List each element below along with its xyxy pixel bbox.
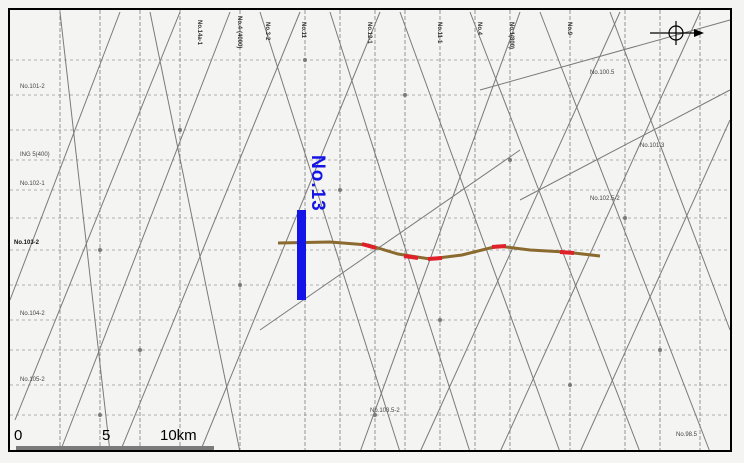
north-arrow-icon bbox=[650, 21, 704, 45]
grid-label: No.12-1 bbox=[366, 22, 372, 44]
track-line-no13 bbox=[297, 210, 306, 300]
scale-label-5: 5 bbox=[102, 427, 111, 444]
grid-label: No.11 bbox=[300, 22, 306, 39]
grid-label: No.104-2 bbox=[20, 311, 45, 317]
grid-label: No.105-2 bbox=[20, 377, 45, 383]
grid-label: No.103.5-2 bbox=[370, 408, 400, 414]
grid-label: No.1(800) bbox=[508, 22, 514, 50]
scale-bar-line bbox=[16, 446, 214, 450]
grid-label: No.103-2 bbox=[14, 240, 40, 246]
grid-label: No.98.5 bbox=[676, 432, 698, 438]
shot-points bbox=[98, 58, 662, 417]
profile-line bbox=[277, 240, 601, 261]
grid-label: No.101.3 bbox=[640, 143, 665, 149]
grid-label: No.102.5-2 bbox=[590, 196, 620, 202]
grid-label: ING 5(400) bbox=[20, 152, 50, 158]
grid-label: No.101-2 bbox=[20, 84, 45, 90]
track-line-label: No.13 bbox=[307, 155, 328, 212]
grid-label: No.9 bbox=[566, 22, 572, 36]
scale-bar: 0 5 10km bbox=[10, 425, 220, 453]
grid-label: No.14a-1 bbox=[196, 20, 202, 46]
grid-label: No.3-2 bbox=[264, 22, 270, 41]
grid-label: No.102-1 bbox=[20, 181, 45, 187]
scale-label-10km: 10km bbox=[160, 427, 197, 444]
grid-label: No.11-1 bbox=[436, 22, 442, 44]
grid-label: No.100.5 bbox=[590, 70, 615, 76]
scale-label-0: 0 bbox=[14, 427, 23, 444]
grid-label: No.4-(4000) bbox=[236, 16, 242, 49]
grid-label: No.4 bbox=[476, 22, 482, 36]
